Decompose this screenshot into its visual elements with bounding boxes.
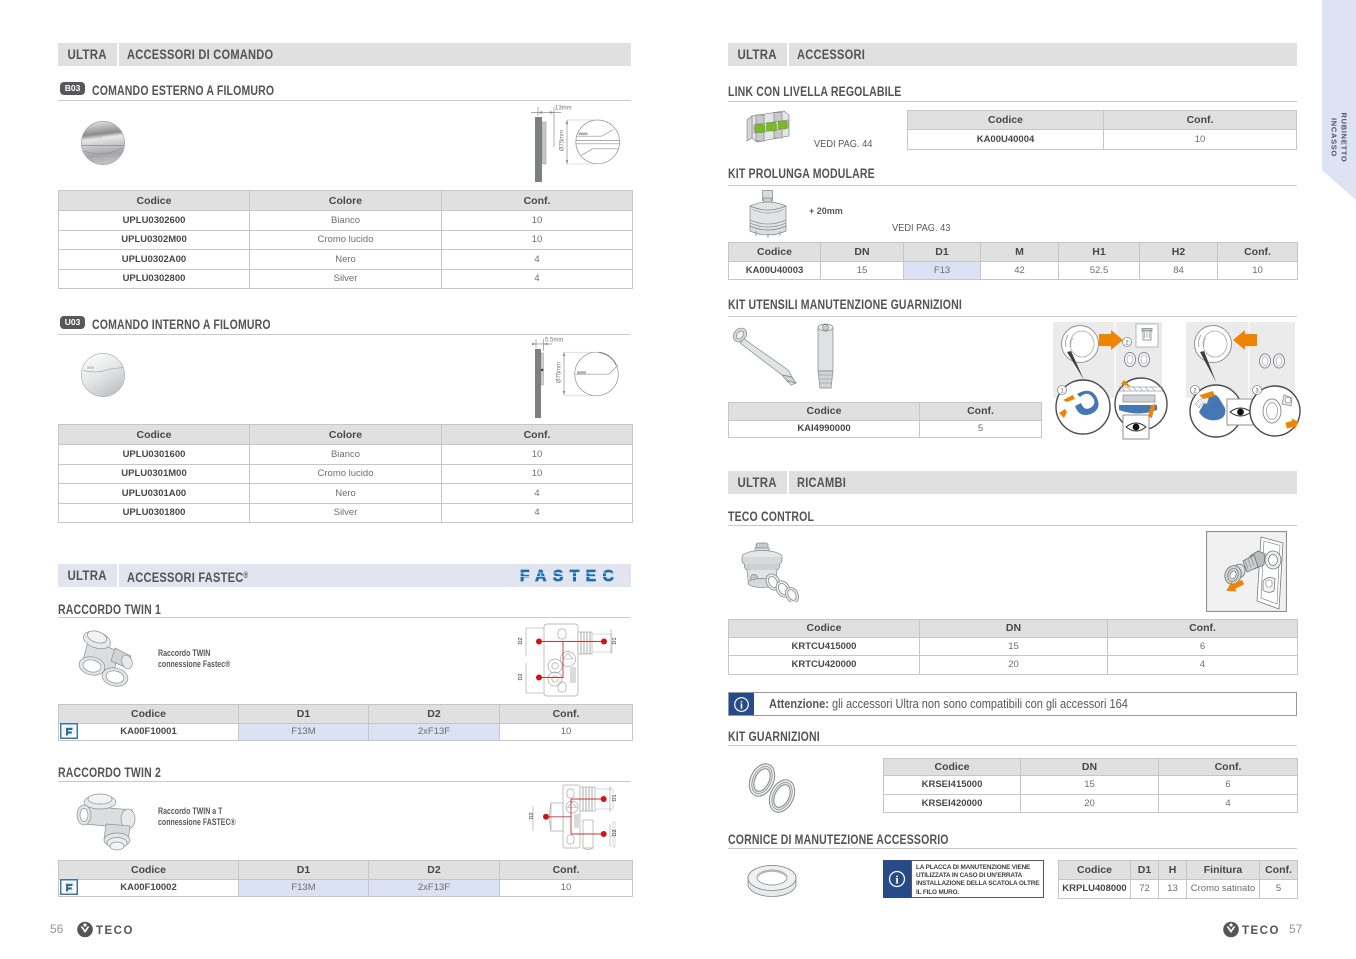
svg-text:2: 2 — [1125, 341, 1129, 347]
svg-text:D2: D2 — [518, 673, 524, 680]
svg-text:2: 2 — [1193, 389, 1197, 395]
svg-text:D1: D1 — [612, 637, 618, 644]
svg-text:D1: D1 — [612, 794, 618, 801]
svg-text:3: 3 — [1255, 389, 1259, 395]
svg-text:D2: D2 — [612, 829, 618, 836]
svg-text:TECO: TECO — [96, 925, 134, 937]
svg-text:i: i — [740, 700, 743, 711]
svg-text:Ø75mm: Ø75mm — [560, 130, 566, 151]
svg-text:Ø75mm: Ø75mm — [557, 362, 563, 383]
svg-text:5.5mm: 5.5mm — [545, 338, 563, 344]
svg-text:D2: D2 — [529, 812, 535, 819]
svg-text:13mm: 13mm — [555, 106, 572, 112]
svg-text:1: 1 — [1060, 389, 1064, 395]
svg-text:i: i — [895, 873, 899, 887]
svg-text:TECO: TECO — [1242, 925, 1280, 937]
svg-text:D2: D2 — [518, 637, 524, 644]
